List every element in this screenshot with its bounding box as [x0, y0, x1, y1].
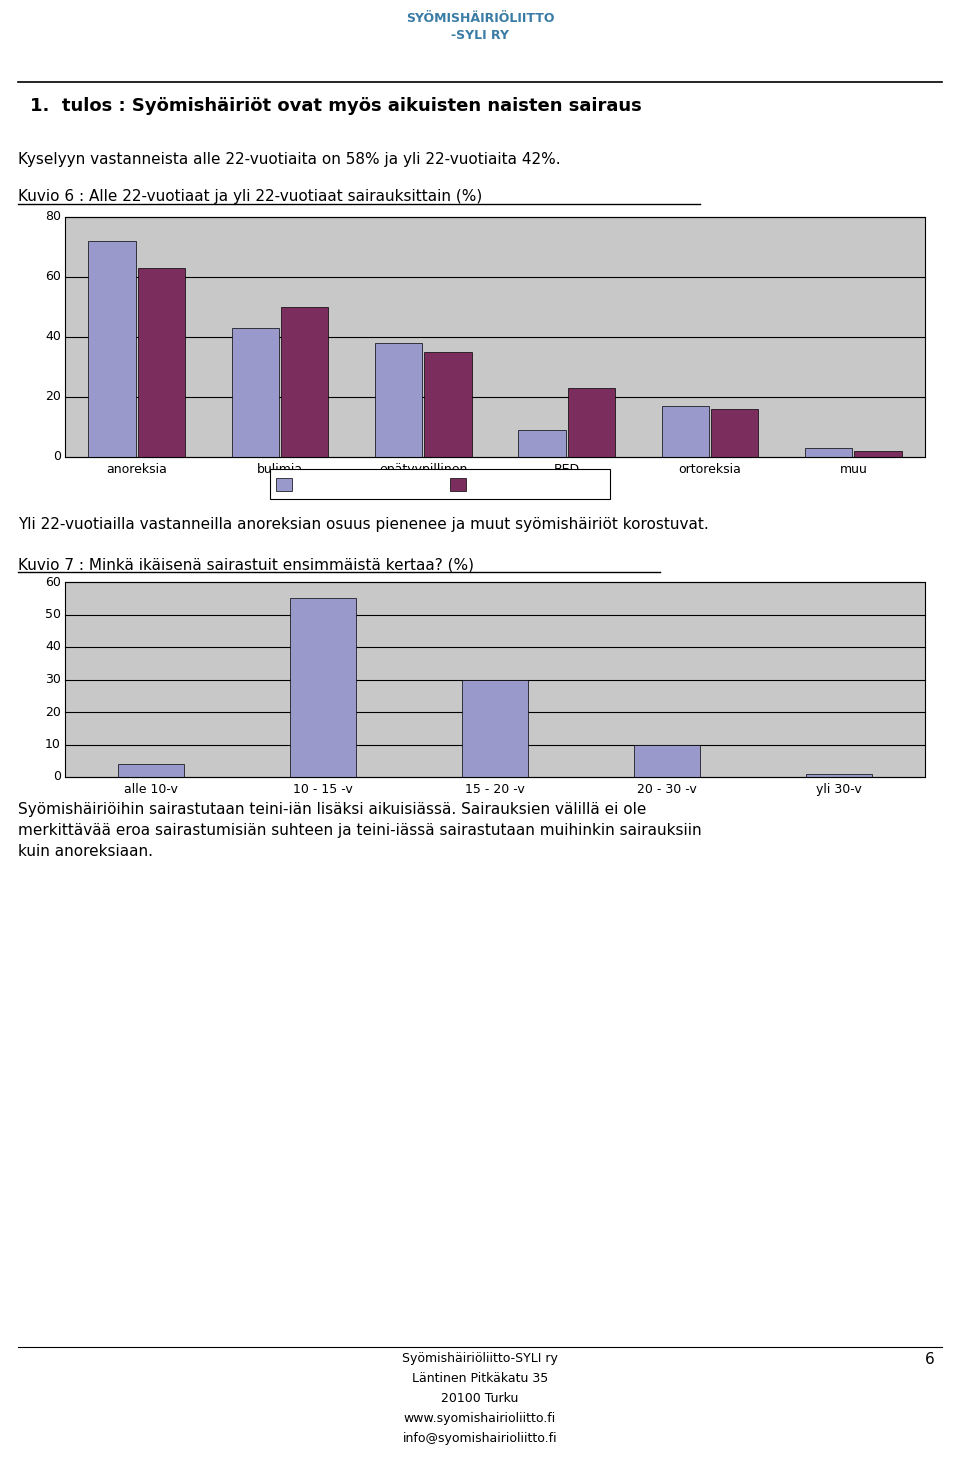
Text: 15 - 20 -v: 15 - 20 -v: [466, 783, 525, 797]
Text: BED: BED: [554, 464, 580, 475]
Bar: [806, 773, 872, 778]
Bar: [270, 469, 610, 499]
Text: 1.  tulos : Syömishäiriöt ovat myös aikuisten naisten sairaus: 1. tulos : Syömishäiriöt ovat myös aikui…: [30, 97, 641, 114]
Text: Kuvio 6 : Alle 22-vuotiaat ja yli 22-vuotiaat sairauksittain (%): Kuvio 6 : Alle 22-vuotiaat ja yli 22-vuo…: [18, 189, 482, 204]
Text: SYÖMISHÄIRIÖLIITTO: SYÖMISHÄIRIÖLIITTO: [406, 12, 554, 25]
Bar: [88, 241, 135, 458]
Text: 40: 40: [45, 641, 61, 653]
Bar: [463, 679, 528, 778]
Text: alle 10-v: alle 10-v: [124, 783, 178, 797]
Text: yli 22-vuotiaat: yli 22-vuotiaat: [470, 477, 560, 490]
Text: 60: 60: [45, 270, 61, 283]
Text: 20: 20: [45, 390, 61, 403]
Text: 0: 0: [53, 450, 61, 464]
Bar: [375, 343, 422, 458]
Text: 10 - 15 -v: 10 - 15 -v: [293, 783, 353, 797]
Text: 50: 50: [45, 607, 61, 621]
Text: yli 30-v: yli 30-v: [816, 783, 862, 797]
Text: Syömishäiriöihin sairastutaan teini-iän lisäksi aikuisiässä. Sairauksien välillä: Syömishäiriöihin sairastutaan teini-iän …: [18, 802, 702, 860]
Text: ortoreksia: ortoreksia: [679, 464, 741, 475]
Bar: [65, 217, 925, 458]
Bar: [661, 406, 709, 458]
Bar: [65, 582, 925, 778]
Bar: [137, 268, 185, 458]
Bar: [118, 764, 183, 778]
Bar: [854, 450, 901, 458]
Bar: [711, 409, 758, 458]
Text: epätyypillinen
syömishäiriö: epätyypillinen syömishäiriö: [379, 464, 468, 491]
Bar: [231, 329, 279, 458]
Text: Kyselyyn vastanneista alle 22-vuotiaita on 58% ja yli 22-vuotiaita 42%.: Kyselyyn vastanneista alle 22-vuotiaita …: [18, 153, 561, 167]
Text: 20: 20: [45, 706, 61, 719]
Text: 6: 6: [925, 1353, 935, 1367]
Text: 30: 30: [45, 673, 61, 687]
Text: Syömishäiriöliitto-SYLI ry
Läntinen Pitkäkatu 35
20100 Turku
www.syomishairiolii: Syömishäiriöliitto-SYLI ry Läntinen Pitk…: [402, 1353, 558, 1445]
Bar: [635, 744, 700, 778]
Bar: [805, 447, 852, 458]
Text: alle 22-vuotiaat: alle 22-vuotiaat: [296, 477, 394, 490]
Text: 80: 80: [45, 210, 61, 223]
Text: 0: 0: [53, 770, 61, 783]
Text: 10: 10: [45, 738, 61, 751]
Text: 20 - 30 -v: 20 - 30 -v: [637, 783, 697, 797]
Text: Kuvio 7 : Minkä ikäisenä sairastuit ensimmäistä kertaa? (%): Kuvio 7 : Minkä ikäisenä sairastuit ensi…: [18, 557, 474, 572]
Bar: [65, 217, 925, 458]
Text: 40: 40: [45, 330, 61, 343]
Bar: [567, 387, 615, 458]
Bar: [450, 478, 466, 491]
Bar: [424, 352, 471, 458]
Bar: [65, 582, 925, 778]
Text: anoreksia: anoreksia: [107, 464, 167, 475]
Text: bulimia: bulimia: [257, 464, 303, 475]
Bar: [281, 307, 328, 458]
Text: muu: muu: [839, 464, 867, 475]
Text: -SYLI RY: -SYLI RY: [451, 29, 509, 43]
Bar: [276, 478, 292, 491]
Bar: [518, 430, 565, 458]
Bar: [290, 599, 355, 778]
Text: Yli 22-vuotiailla vastanneilla anoreksian osuus pienenee ja muut syömishäiriöt k: Yli 22-vuotiailla vastanneilla anoreksia…: [18, 516, 708, 533]
Text: 60: 60: [45, 575, 61, 588]
